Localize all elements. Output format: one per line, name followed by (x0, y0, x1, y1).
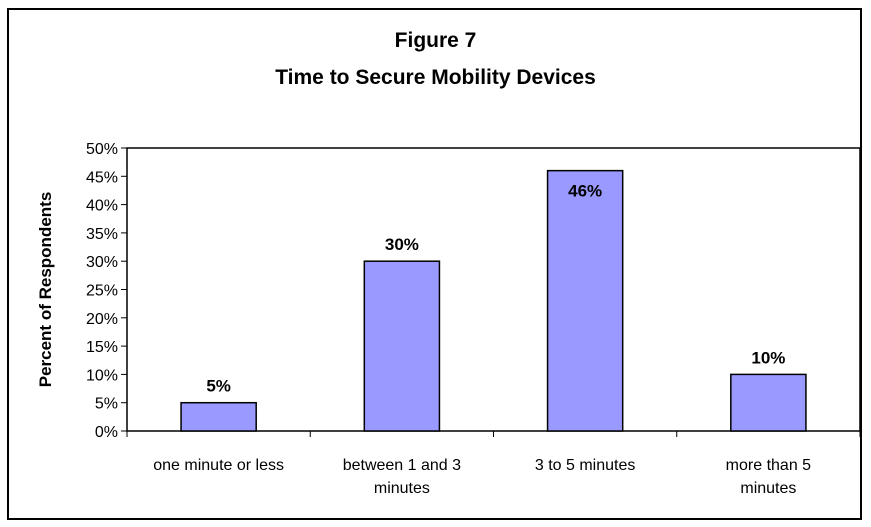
y-tick-label: 15% (86, 339, 118, 356)
y-tick-label: 30% (86, 254, 118, 271)
x-category-label: minutes (374, 480, 430, 497)
data-label: 10% (751, 348, 785, 367)
y-tick-label: 45% (86, 169, 118, 186)
y-tick-label: 50% (86, 141, 118, 158)
y-tick-label: 20% (86, 311, 118, 328)
chart-subtitle: Time to Secure Mobility Devices (275, 66, 596, 89)
x-category-label: more than 5 (726, 457, 811, 474)
y-tick-label: 5% (95, 396, 118, 413)
x-category-label: one minute or less (153, 457, 284, 474)
y-tick-label: 10% (86, 367, 118, 384)
y-tick-label: 0% (95, 424, 118, 441)
x-category-label: 3 to 5 minutes (535, 457, 636, 474)
x-category-label: minutes (740, 480, 796, 497)
data-label: 46% (568, 182, 602, 201)
x-category-label: between 1 and 3 (343, 457, 461, 474)
data-label: 5% (206, 377, 231, 396)
y-axis-label: Percent of Respondents (36, 192, 55, 388)
y-tick-label: 40% (86, 198, 118, 215)
bar (730, 373, 807, 432)
bar (546, 169, 624, 432)
data-label: 30% (385, 235, 419, 254)
y-tick-label: 35% (86, 226, 118, 243)
y-tick-label: 25% (86, 283, 118, 300)
bar (180, 401, 257, 432)
bar (363, 260, 441, 432)
chart-title: Figure 7 (394, 29, 477, 52)
